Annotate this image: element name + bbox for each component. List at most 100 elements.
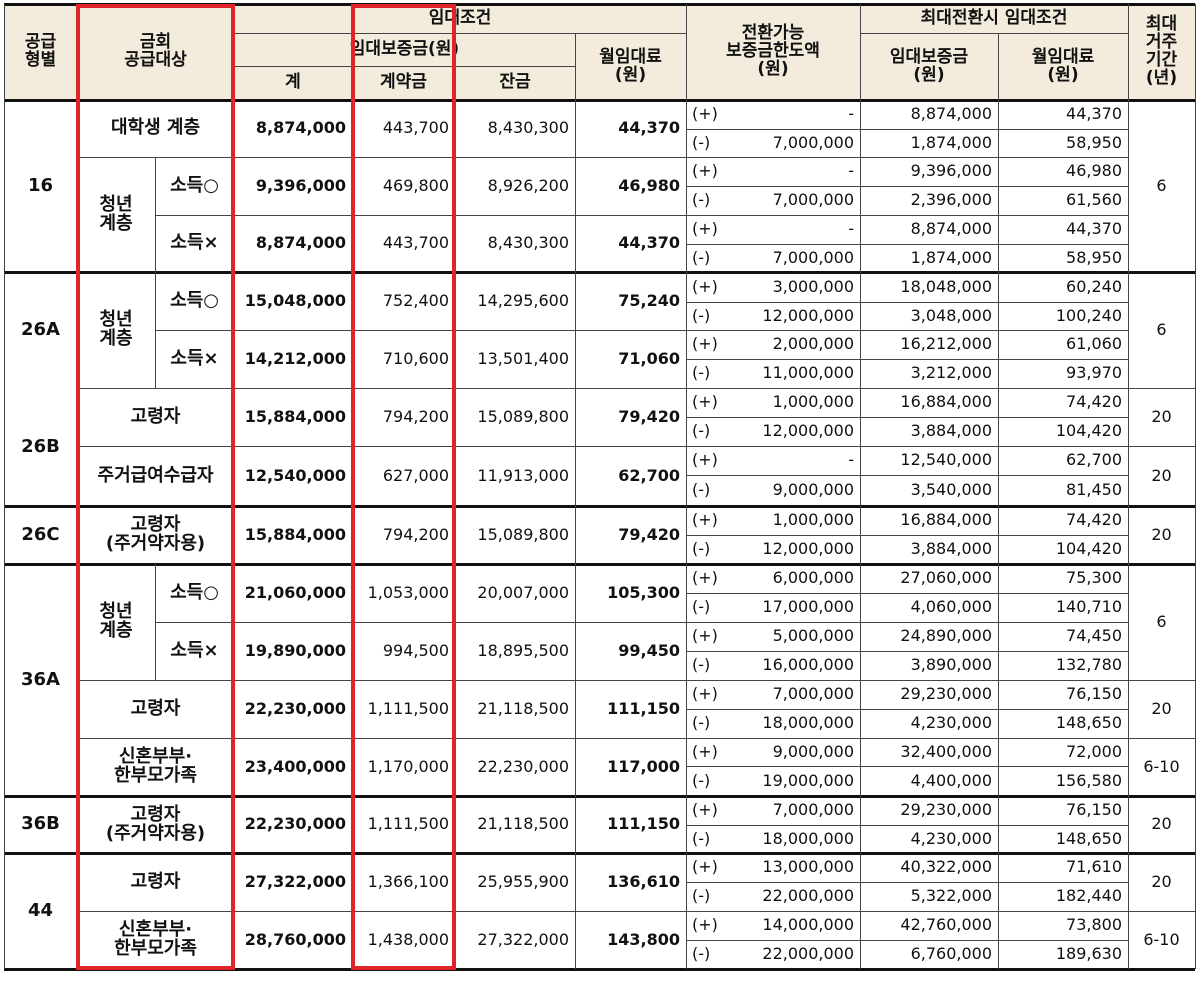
balance-cell: 21,118,500 — [477, 814, 569, 834]
convertible-limit-cell: 1,000,000 — [772, 510, 854, 530]
convertible-limit-cell: 17,000,000 — [762, 597, 854, 617]
conversion-rent-cell: 73,800 — [1066, 915, 1122, 935]
monthly-rent-cell: 44,370 — [618, 233, 680, 253]
column-divider — [575, 33, 576, 100]
header-monthly-rent: 월임대료 (원) — [575, 33, 686, 100]
conversion-deposit-cell: 16,212,000 — [900, 334, 992, 354]
conversion-rent-cell: 61,560 — [1066, 190, 1122, 210]
max-period-cell: 20 — [1151, 871, 1172, 891]
conversion-deposit-cell: 9,396,000 — [910, 161, 992, 181]
header-supply-target: 금회 공급대상 — [77, 4, 234, 100]
convertible-limit-cell: 7,000,000 — [772, 132, 854, 152]
conversion-rent-cell: 74,450 — [1066, 626, 1122, 646]
max-period-cell: 6-10 — [1143, 929, 1180, 949]
conversion-rent-cell: 74,420 — [1066, 510, 1122, 530]
conversion-sign-cell: (+) — [692, 684, 718, 704]
balance-cell: 15,089,800 — [477, 524, 569, 544]
conversion-deposit-cell: 4,400,000 — [910, 770, 992, 790]
row-divider — [686, 535, 1128, 536]
row-divider — [77, 157, 686, 158]
deposit-total-cell: 27,322,000 — [244, 871, 346, 891]
conversion-deposit-cell: 2,396,000 — [910, 190, 992, 210]
conversion-rent-cell: 182,440 — [1055, 886, 1122, 906]
conversion-sign-cell: (+) — [692, 857, 718, 877]
conversion-rent-cell: 44,370 — [1066, 219, 1122, 239]
conversion-deposit-cell: 3,890,000 — [910, 655, 992, 675]
monthly-rent-cell: 71,060 — [618, 348, 680, 368]
convertible-limit-cell: 2,000,000 — [772, 334, 854, 354]
row-divider — [1128, 446, 1195, 447]
monthly-rent-cell: 79,420 — [618, 406, 680, 426]
deposit-total-cell: 15,048,000 — [244, 290, 346, 310]
monthly-rent-cell: 46,980 — [618, 175, 680, 195]
deposit-total-cell: 19,890,000 — [244, 640, 346, 660]
column-divider — [686, 4, 687, 100]
down-payment-cell: 627,000 — [382, 465, 449, 485]
row-divider — [686, 651, 1128, 652]
row-divider — [686, 738, 1128, 739]
supply-type-cell: 36B — [21, 813, 60, 835]
supply-type-cell: 26B — [21, 435, 60, 457]
monthly-rent-cell: 111,150 — [607, 814, 680, 834]
convertible-limit-cell: - — [848, 450, 854, 470]
conversion-deposit-cell: 29,230,000 — [900, 684, 992, 704]
conversion-deposit-cell: 12,540,000 — [900, 450, 992, 470]
monthly-rent-cell: 75,240 — [618, 290, 680, 310]
conversion-sign-cell: (-) — [692, 886, 711, 906]
deposit-total-cell: 14,212,000 — [244, 348, 346, 368]
conversion-sign-cell: (+) — [692, 568, 718, 588]
conversion-sign-cell: (-) — [692, 421, 711, 441]
conversion-deposit-cell: 4,060,000 — [910, 597, 992, 617]
conversion-rent-cell: 61,060 — [1066, 334, 1122, 354]
balance-cell: 8,430,300 — [487, 233, 569, 253]
max-period-cell: 20 — [1151, 698, 1172, 718]
monthly-rent-cell: 44,370 — [618, 118, 680, 138]
conversion-deposit-cell: 27,060,000 — [900, 568, 992, 588]
target-youth-cell: 청년 계층 — [99, 601, 133, 641]
row-divider — [77, 738, 686, 739]
target-cell: 주거급여수급자 — [97, 464, 214, 486]
column-divider — [155, 157, 156, 388]
row-divider — [4, 271, 1195, 274]
convertible-limit-cell: 6,000,000 — [772, 568, 854, 588]
row-divider — [686, 244, 1128, 245]
deposit-total-cell: 12,540,000 — [244, 465, 346, 485]
convertible-limit-cell: 7,000,000 — [772, 247, 854, 267]
target-cell: 대학생 계층 — [110, 117, 201, 139]
down-payment-cell: 1,366,100 — [367, 871, 449, 891]
balance-cell: 15,089,800 — [477, 406, 569, 426]
supply-type-cell: 36A — [21, 668, 60, 690]
conversion-rent-cell: 46,980 — [1066, 161, 1122, 181]
conversion-deposit-cell: 40,322,000 — [900, 857, 992, 877]
conversion-rent-cell: 72,000 — [1066, 741, 1122, 761]
conversion-deposit-cell: 32,400,000 — [900, 741, 992, 761]
monthly-rent-cell: 99,450 — [618, 640, 680, 660]
monthly-rent-cell: 62,700 — [618, 465, 680, 485]
down-payment-cell: 1,438,000 — [367, 929, 449, 949]
conversion-rent-cell: 58,950 — [1066, 247, 1122, 267]
income-yes-cell: 소득○ — [170, 581, 219, 603]
row-divider — [686, 215, 1128, 216]
row-divider — [4, 505, 1195, 508]
row-divider — [77, 680, 686, 681]
column-divider — [455, 100, 456, 969]
column-divider — [455, 66, 456, 100]
conversion-deposit-cell: 1,874,000 — [910, 247, 992, 267]
balance-cell: 27,322,000 — [477, 929, 569, 949]
row-divider — [686, 882, 1128, 883]
income-yes-cell: 소득○ — [170, 174, 219, 196]
deposit-total-cell: 23,400,000 — [244, 756, 346, 776]
column-divider — [1195, 4, 1196, 100]
target-cell: 고령자 (주거약자용) — [105, 514, 206, 554]
conversion-deposit-cell: 3,212,000 — [910, 363, 992, 383]
convertible-limit-cell: 18,000,000 — [762, 828, 854, 848]
balance-cell: 8,926,200 — [487, 175, 569, 195]
max-period-cell: 6 — [1156, 175, 1167, 195]
column-divider — [234, 4, 235, 100]
row-divider — [77, 446, 686, 447]
target-cell: 신혼부부· 한부모가족 — [114, 919, 197, 959]
max-period-cell: 6 — [1156, 319, 1167, 339]
convertible-limit-cell: - — [848, 104, 854, 124]
column-divider — [860, 4, 861, 100]
max-period-cell: 6 — [1156, 611, 1167, 631]
